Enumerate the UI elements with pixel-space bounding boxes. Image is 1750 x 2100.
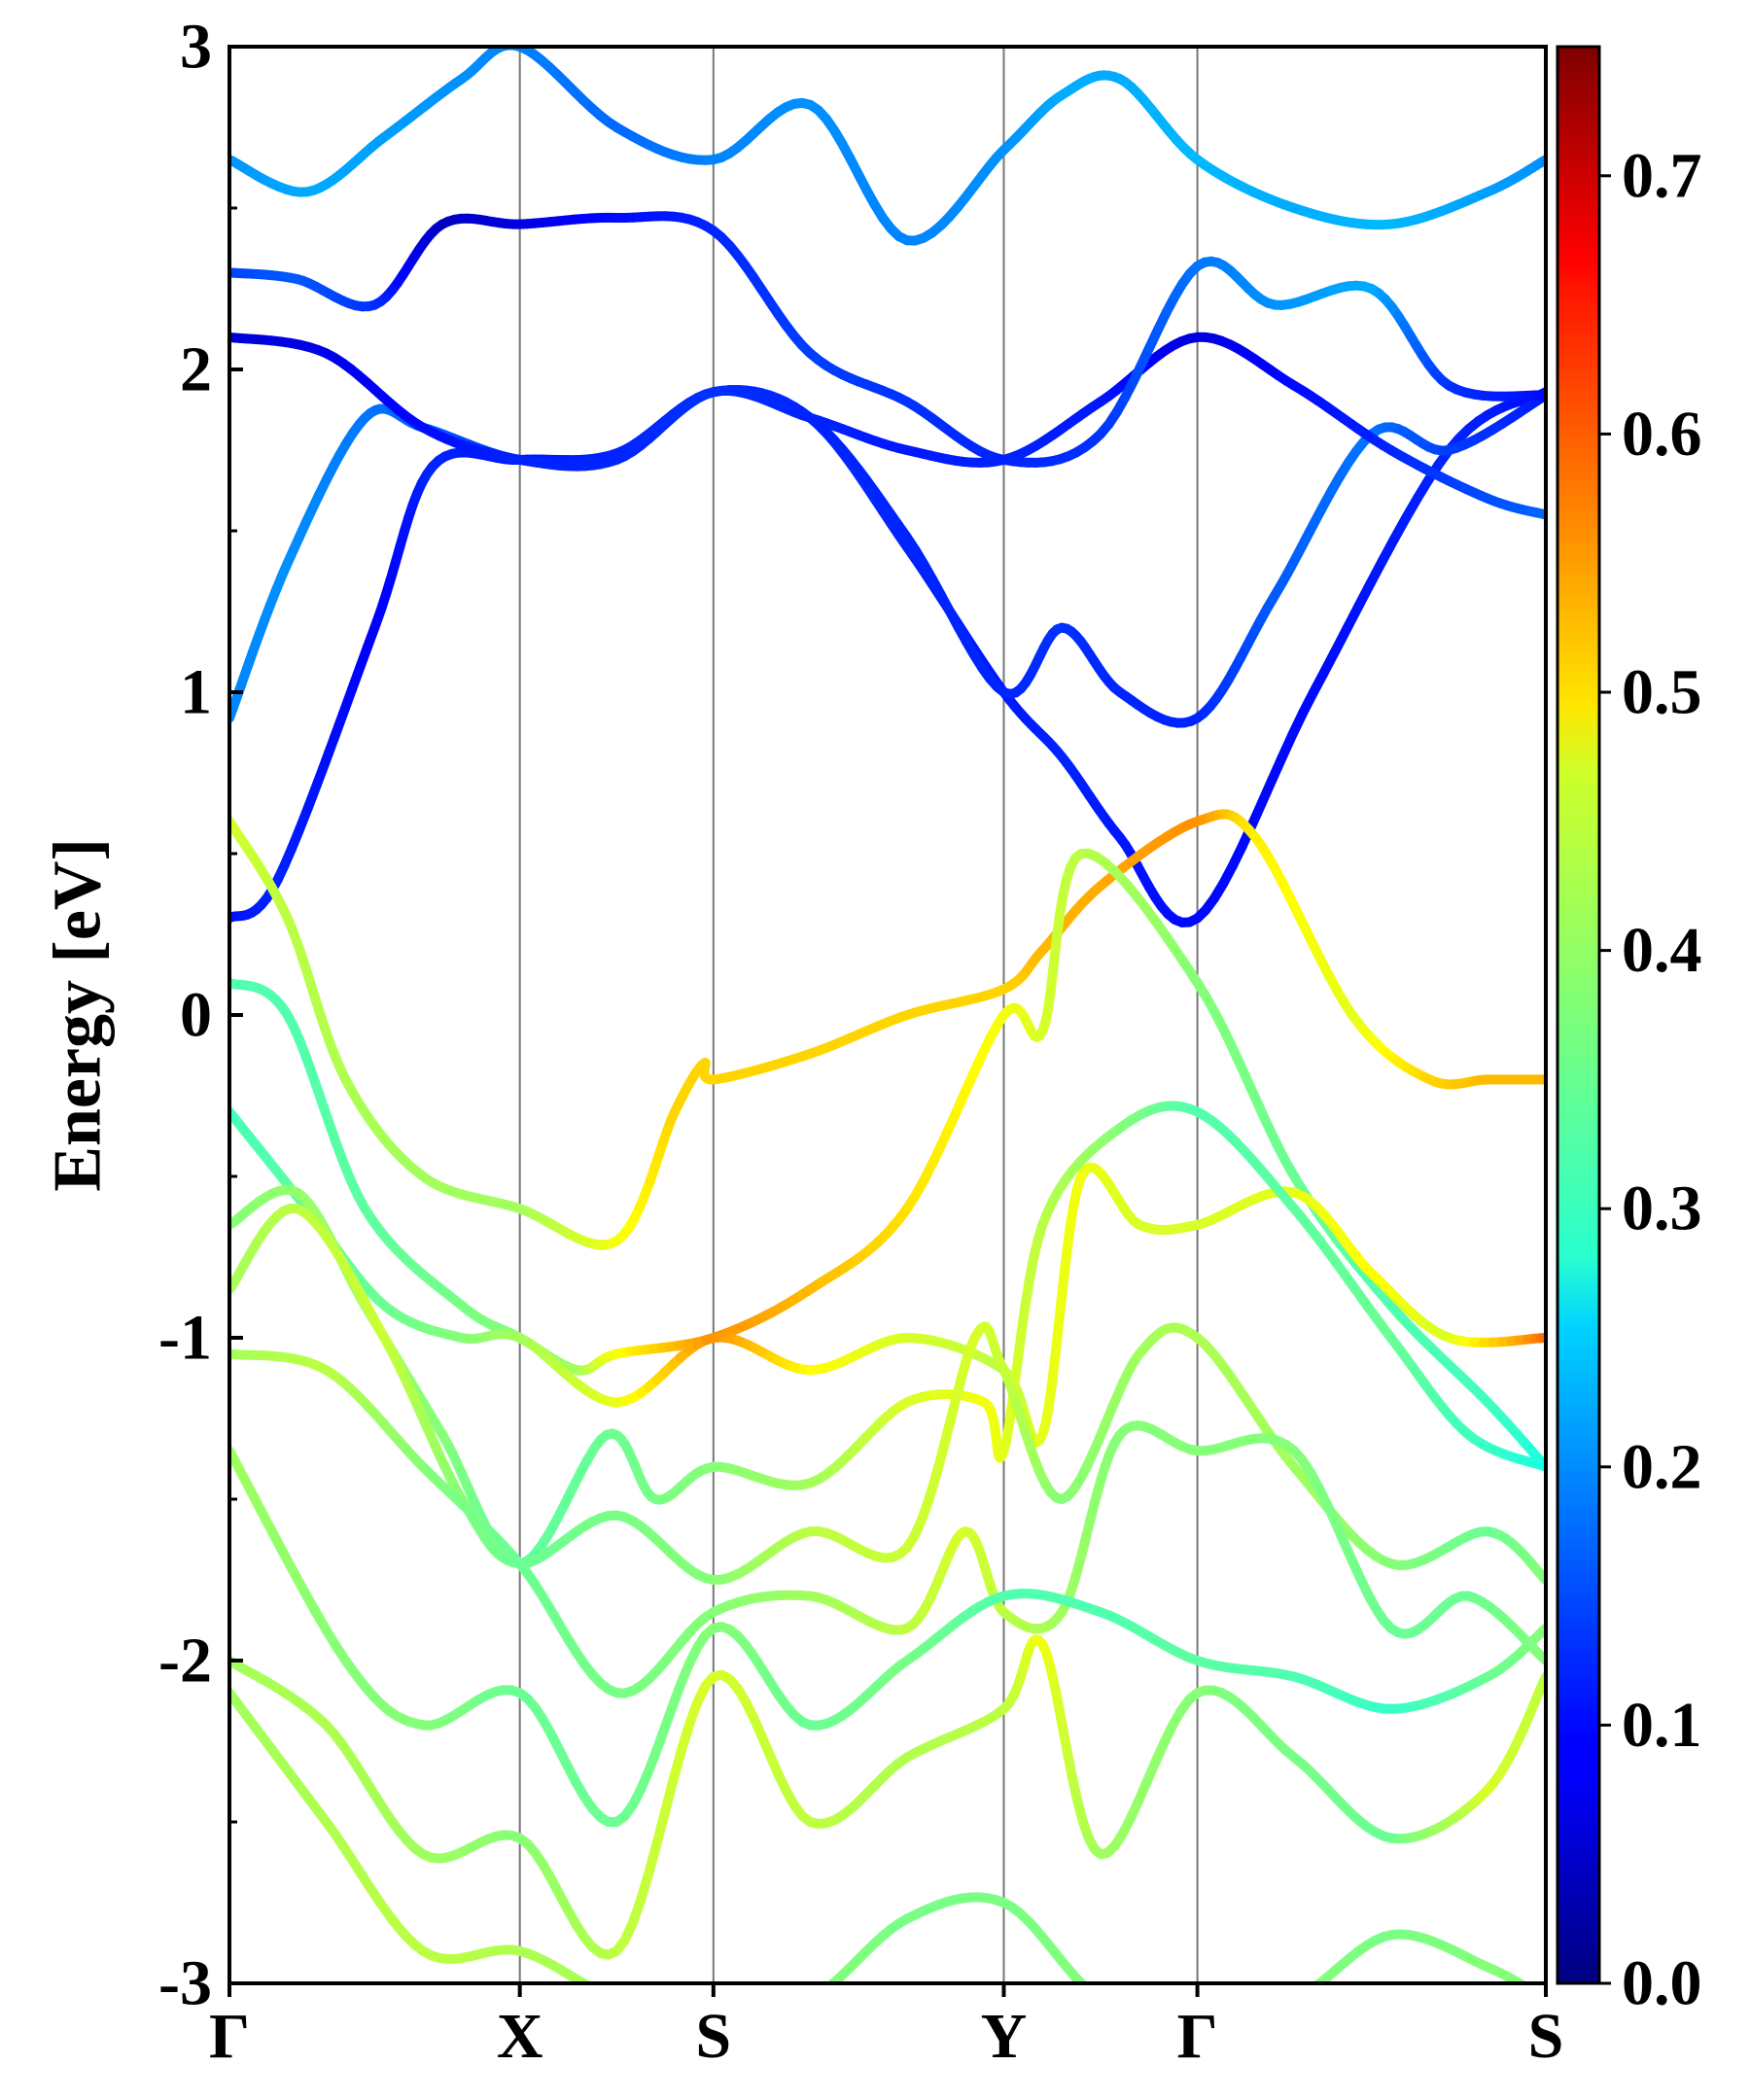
- band-segment: [1278, 2003, 1286, 2006]
- band-5: [229, 809, 1546, 1250]
- band-segment: [609, 1996, 616, 1999]
- band-segment: [1108, 2004, 1116, 2008]
- band-3: [229, 211, 1546, 468]
- kpoint-label: Γ: [209, 2001, 250, 2072]
- band-segment: [1141, 2013, 1149, 2014]
- colorbar-tick-label: 0.7: [1622, 140, 1702, 211]
- kpoint-label: S: [695, 2001, 731, 2072]
- band-segment: [1532, 1991, 1536, 1994]
- colorbar-gradient: [1556, 45, 1601, 1985]
- band-segment: [802, 2000, 810, 2004]
- band-segment: [786, 2007, 793, 2010]
- band-segment: [1527, 1988, 1532, 1991]
- band-segment: [1080, 1981, 1089, 1983]
- band-segment: [1254, 2010, 1262, 2012]
- colorbar-tick-label: 0.0: [1622, 1948, 1702, 2019]
- y-tick-label: 2: [180, 334, 212, 405]
- band-segment: [1262, 2008, 1270, 2010]
- band-segment: [1133, 2012, 1140, 2014]
- colorbar-ticks: 0.0 0.1 0.2 0.3 0.4 0.5 0.6 0.7: [1599, 140, 1702, 2019]
- band-segment: [1302, 1990, 1310, 1995]
- band-segment: [1540, 1996, 1543, 1998]
- band-segment: [1238, 2012, 1245, 2013]
- band-segment: [1286, 2000, 1294, 2003]
- band-segment: [819, 1989, 826, 1995]
- band-9: [229, 1203, 1546, 1585]
- band-segment: [1294, 1995, 1302, 1999]
- y-axis-title: Energy [eV]: [41, 838, 116, 1192]
- band-segment: [673, 2012, 681, 2013]
- band-segment: [660, 1775, 679, 1817]
- y-tick-label: -2: [158, 1626, 212, 1697]
- colorbar-tick-label: 0.6: [1622, 399, 1702, 470]
- band-segment: [668, 1746, 686, 1786]
- kpoint-label: X: [497, 2001, 543, 2072]
- band-11: [229, 1446, 1546, 1828]
- band-segment: [1093, 1994, 1101, 2000]
- band-segment: [1101, 2000, 1108, 2004]
- band-segment: [1536, 1994, 1540, 1996]
- band-segment: [778, 2009, 786, 2011]
- colorbar-tick-label: 0.2: [1622, 1431, 1702, 1502]
- band-segment: [1221, 2014, 1229, 2015]
- band-segment: [1117, 2008, 1125, 2011]
- y-tick-label: 1: [180, 657, 212, 728]
- band-segment: [644, 1838, 662, 1878]
- band-segment: [794, 2003, 802, 2006]
- band-segment: [746, 2014, 753, 2015]
- band-lines: [229, 47, 1546, 2015]
- band-segment: [601, 1993, 609, 1997]
- y-tick-label: 3: [180, 12, 212, 83]
- band-segment: [1149, 2014, 1157, 2015]
- colorbar-tick-label: 0.5: [1622, 657, 1702, 728]
- kpoint-label: Γ: [1177, 2001, 1218, 2072]
- colorbar: 0.0 0.1 0.2 0.3 0.4 0.5 0.6 0.7: [1556, 45, 1702, 2019]
- y-tick-label: -3: [158, 1948, 212, 2019]
- band-segment: [753, 2013, 761, 2014]
- band-segment: [1125, 2010, 1133, 2012]
- band-13: [229, 1688, 1546, 2015]
- band-segment: [1230, 2013, 1238, 2014]
- band-segment: [633, 2005, 641, 2007]
- band-segment: [770, 2011, 778, 2012]
- band-segment: [592, 1988, 600, 1992]
- band-segment: [641, 2007, 648, 2009]
- band-segment: [1518, 1980, 1529, 1983]
- band-2: [229, 332, 1546, 520]
- y-axis-ticks: 3 2 1 0 -1 -2 -3: [158, 12, 243, 2019]
- band-segment: [657, 2011, 665, 2012]
- colorbar-tick-label: 0.1: [1622, 1690, 1702, 1761]
- band-segment: [1312, 1979, 1323, 1983]
- band-segment: [651, 1806, 671, 1848]
- band-segment: [1270, 2006, 1278, 2008]
- band-segment: [648, 2009, 656, 2011]
- band-1: [229, 385, 1546, 728]
- kpoint-label: S: [1528, 2001, 1564, 2072]
- band-segment: [810, 1995, 818, 2000]
- y-tick-label: 0: [180, 980, 212, 1051]
- band-4: [229, 47, 1546, 246]
- band-segment: [682, 2013, 689, 2014]
- band-6: [229, 848, 1546, 1472]
- band-segment: [762, 2012, 770, 2013]
- band-segment: [1543, 1998, 1546, 2000]
- band-segment: [616, 2000, 624, 2003]
- colorbar-tick-label: 0.3: [1622, 1173, 1702, 1244]
- colorbar-tick-label: 0.4: [1622, 915, 1702, 986]
- band-segment: [625, 2002, 633, 2004]
- y-tick-label: -1: [158, 1303, 212, 1374]
- kpoint-label: Y: [981, 2001, 1028, 2072]
- band-12: [229, 1634, 1546, 1960]
